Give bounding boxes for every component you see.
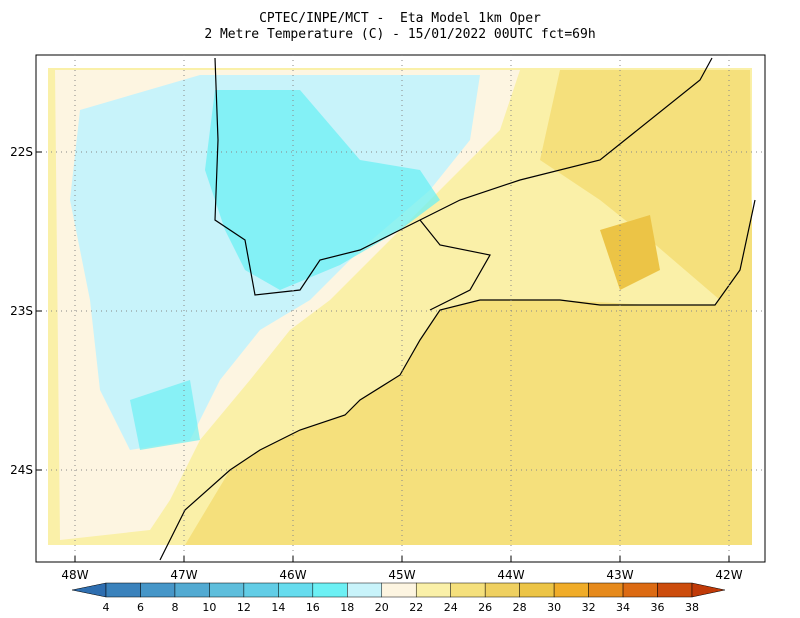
lat-label: 23S — [10, 304, 33, 318]
colorbar-swatch — [450, 582, 486, 598]
field-cyan — [130, 380, 200, 450]
lon-label: 42W — [715, 568, 742, 582]
lon-label: 43W — [606, 568, 633, 582]
colorbar-label: 16 — [306, 601, 320, 614]
colorbar-label: 24 — [444, 601, 458, 614]
field-warm — [540, 70, 752, 300]
colorbar-label: 28 — [513, 601, 527, 614]
colorbar-swatch — [243, 582, 279, 598]
field-hot — [600, 215, 660, 290]
state-border — [419, 219, 491, 311]
colorbar-label: 32 — [582, 601, 596, 614]
colorbar-label: 4 — [103, 601, 110, 614]
title-line: CPTEC/INPE/MCT - Eta Model 1km Oper — [259, 11, 541, 26]
lat-label: 24S — [10, 463, 33, 477]
colorbar-swatch — [105, 582, 141, 598]
colorbar-swatch — [484, 582, 520, 598]
colorbar-over — [691, 582, 726, 598]
colorbar-label: 18 — [340, 601, 354, 614]
colorbar-label: 38 — [685, 601, 699, 614]
colorbar-label: 8 — [171, 601, 178, 614]
colorbar-label: 6 — [137, 601, 144, 614]
colorbar-swatch — [209, 582, 245, 598]
state-border — [214, 57, 713, 296]
colorbar-swatch — [622, 582, 658, 598]
colorbar-swatch — [553, 582, 589, 598]
colorbar-label: 14 — [271, 601, 285, 614]
lon-label: 47W — [170, 568, 197, 582]
subtitle-line: 2 Metre Temperature (C) - 15/01/2022 00U… — [204, 27, 595, 42]
colorbar-label: 12 — [237, 601, 251, 614]
coastline — [159, 199, 756, 561]
temperature-field — [48, 68, 752, 545]
colorbar-swatch — [140, 582, 176, 598]
colorbar-swatch — [519, 582, 555, 598]
colorbar-label: 36 — [651, 601, 665, 614]
colorbar-swatch — [588, 582, 624, 598]
lat-label: 22S — [10, 145, 33, 159]
colorbar-swatch — [381, 582, 417, 598]
colorbar-swatch — [415, 582, 451, 598]
map-frame — [35, 54, 766, 563]
lon-label: 48W — [61, 568, 88, 582]
colorbar-swatch — [174, 582, 210, 598]
colorbar-swatch — [278, 582, 314, 598]
boundaries — [159, 57, 756, 561]
colorbar-label: 10 — [202, 601, 216, 614]
colorbar-label: 34 — [616, 601, 630, 614]
colorbar-under — [71, 582, 107, 598]
colorbar-swatch — [657, 582, 693, 598]
colorbar-swatch — [312, 582, 348, 598]
colorbar-label: 26 — [478, 601, 492, 614]
colorbar-label: 30 — [547, 601, 561, 614]
lon-label: 45W — [388, 568, 415, 582]
lon-label: 46W — [279, 568, 306, 582]
lon-label: 44W — [497, 568, 524, 582]
ocean-field — [185, 200, 752, 545]
colorbar-swatch — [347, 582, 383, 598]
colorbar-label: 22 — [409, 601, 423, 614]
colorbar-label: 20 — [375, 601, 389, 614]
